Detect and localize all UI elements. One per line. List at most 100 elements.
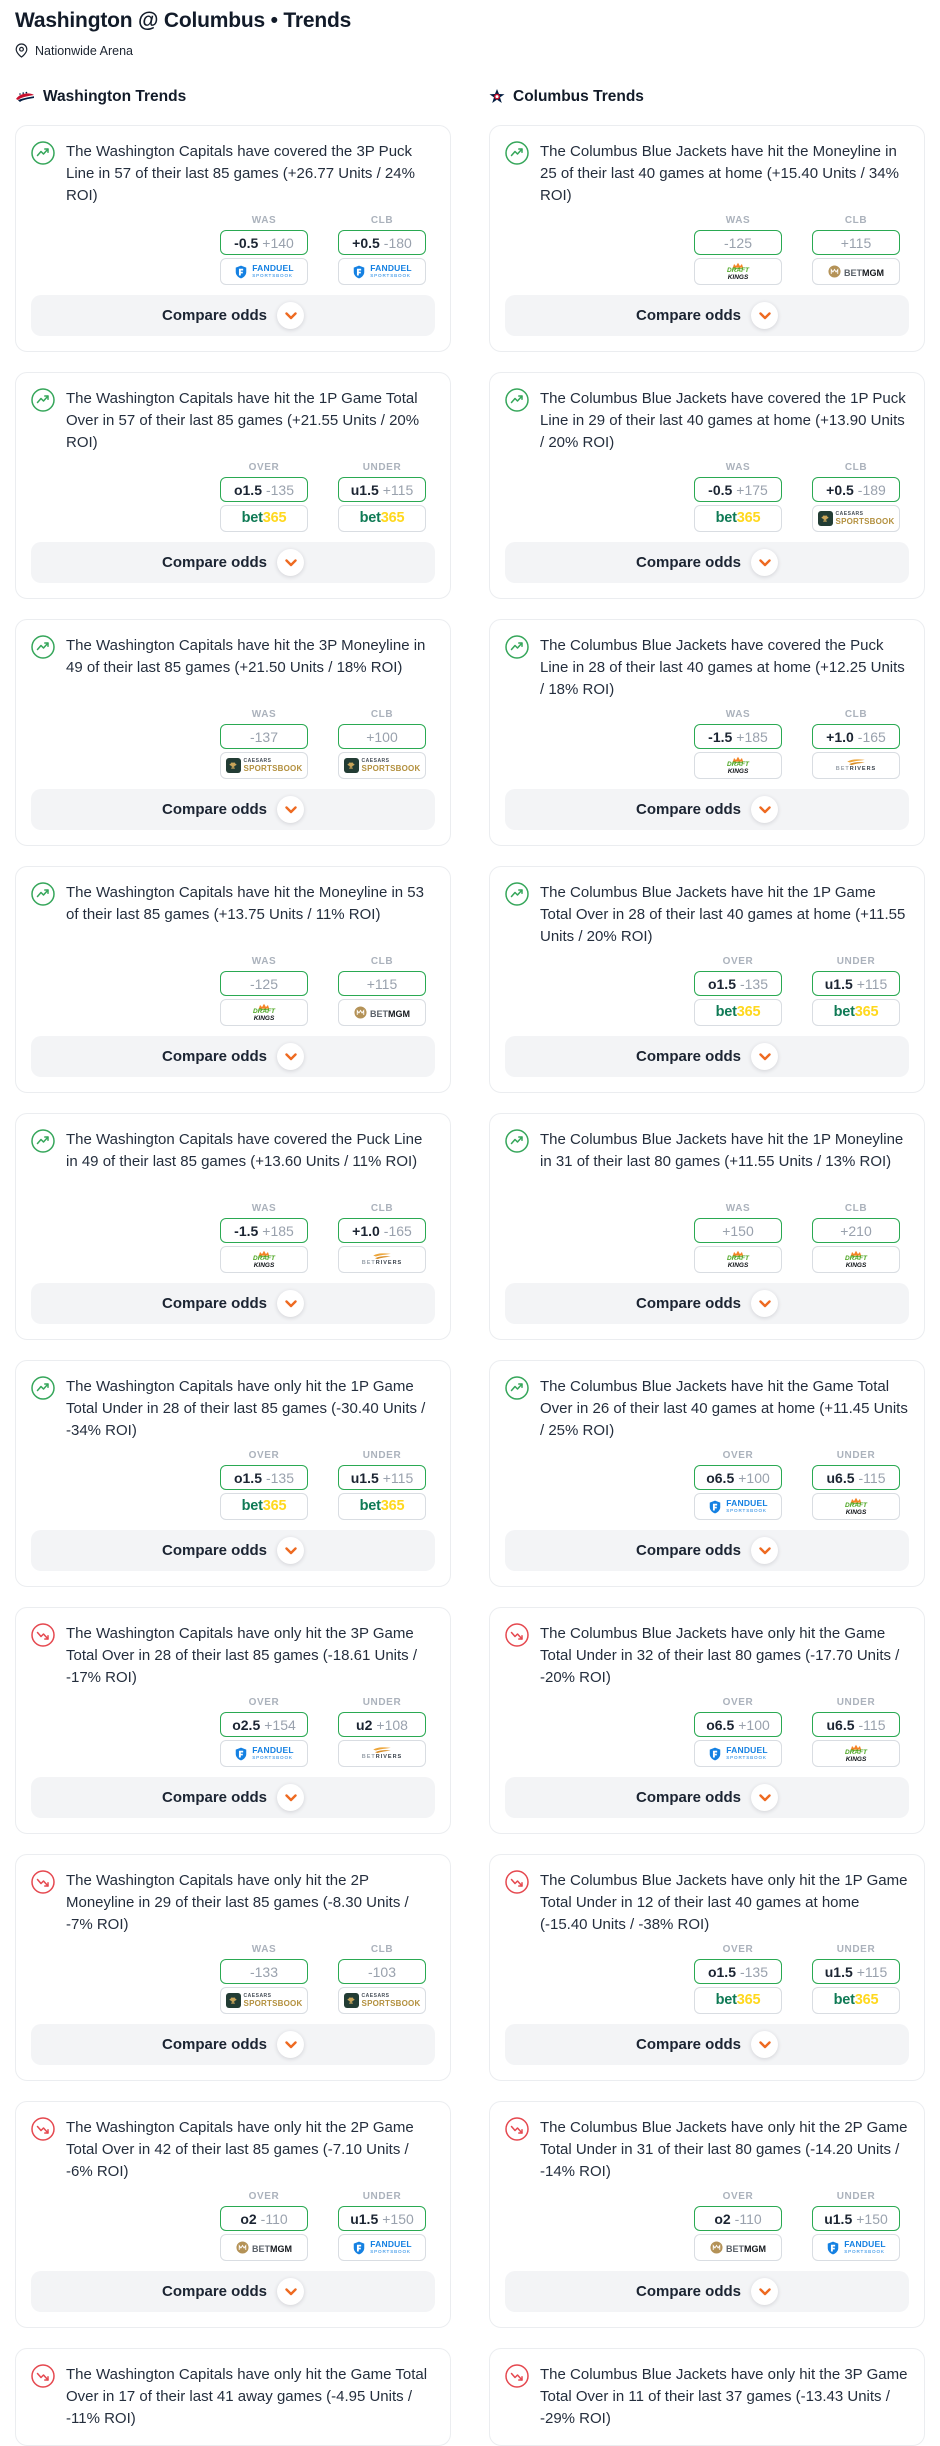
sportsbook-box-bet365[interactable]: bet 365 (812, 1987, 900, 2014)
trend-card: The Columbus Blue Jackets have hit the M… (489, 125, 925, 352)
odds-value-box[interactable]: +1.0 -165 (812, 724, 900, 749)
odds-value-box[interactable]: o2 -110 (220, 2206, 308, 2231)
sportsbook-box-draftkings[interactable]: DRAFT KINGS (220, 999, 308, 1026)
odds-value-box[interactable]: o2 -110 (694, 2206, 782, 2231)
odds-value-box[interactable]: -137 (220, 724, 308, 749)
fanduel-logo: FANDUEL SPORTSBOOK (352, 264, 412, 279)
odds-value-box[interactable]: +100 (338, 724, 426, 749)
odds-value-box[interactable]: -0.5 +140 (220, 230, 308, 255)
sportsbook-box-caesars[interactable]: CAESARS SPORTSBOOK (220, 1987, 308, 2014)
compare-odds-button[interactable]: Compare odds (31, 789, 435, 830)
odds-row: WAS -0.5 +140 FANDUEL SPORTSBOOK CLB +0.5… (31, 215, 435, 285)
sportsbook-box-bet365[interactable]: bet 365 (338, 505, 426, 532)
odds-value-box[interactable]: +0.5 -180 (338, 230, 426, 255)
odds-value-box[interactable]: -0.5 +175 (694, 477, 782, 502)
compare-odds-button[interactable]: Compare odds (505, 1036, 909, 1077)
sportsbook-box-draftkings[interactable]: DRAFT KINGS (812, 1246, 900, 1273)
odds-value-box[interactable]: o1.5 -135 (220, 1465, 308, 1490)
odds-value-box[interactable]: -125 (694, 230, 782, 255)
sportsbook-box-betmgm[interactable]: BETMGM (812, 258, 900, 285)
odds-value-box[interactable]: u2 +108 (338, 1712, 426, 1737)
sportsbook-box-betmgm[interactable]: BETMGM (694, 2234, 782, 2261)
odds-value-box[interactable]: +210 (812, 1218, 900, 1243)
compare-odds-label: Compare odds (635, 554, 741, 571)
compare-odds-button[interactable]: Compare odds (505, 2024, 909, 2065)
sportsbook-box-draftkings[interactable]: DRAFT KINGS (694, 258, 782, 285)
sportsbook-box-betmgm[interactable]: BETMGM (220, 2234, 308, 2261)
sportsbook-box-bet365[interactable]: bet 365 (812, 999, 900, 1026)
odds-value-box[interactable]: u1.5 +115 (338, 477, 426, 502)
sportsbook-box-bet365[interactable]: bet 365 (694, 999, 782, 1026)
odds-value-box[interactable]: u1.5 +150 (338, 2206, 426, 2231)
odds-value-box[interactable]: +115 (338, 971, 426, 996)
compare-odds-button[interactable]: Compare odds (505, 1777, 909, 1818)
sportsbook-box-bet365[interactable]: bet 365 (694, 1987, 782, 2014)
sportsbook-box-fanduel[interactable]: FANDUEL SPORTSBOOK (694, 1493, 782, 1520)
sportsbook-box-caesars[interactable]: CAESARS SPORTSBOOK (812, 505, 900, 532)
compare-odds-button[interactable]: Compare odds (31, 2271, 435, 2312)
sportsbook-box-caesars[interactable]: CAESARS SPORTSBOOK (220, 752, 308, 779)
odds-column: WAS -1.5 +185 DRAFT KINGS (694, 709, 782, 779)
sportsbook-box-betrivers[interactable]: BETRIVERS (338, 1246, 426, 1273)
odds-value-box[interactable]: -103 (338, 1959, 426, 1984)
compare-odds-button[interactable]: Compare odds (31, 542, 435, 583)
sportsbook-box-draftkings[interactable]: DRAFT KINGS (812, 1740, 900, 1767)
odds-value-box[interactable]: +1.0 -165 (338, 1218, 426, 1243)
odds-value-box[interactable]: u6.5 -115 (812, 1712, 900, 1737)
compare-odds-button[interactable]: Compare odds (505, 542, 909, 583)
compare-odds-button[interactable]: Compare odds (505, 1283, 909, 1324)
odds-value-box[interactable]: o1.5 -135 (220, 477, 308, 502)
compare-odds-button[interactable]: Compare odds (505, 295, 909, 336)
sportsbook-box-fanduel[interactable]: FANDUEL SPORTSBOOK (338, 2234, 426, 2261)
sportsbook-box-caesars[interactable]: CAESARS SPORTSBOOK (338, 1987, 426, 2014)
odds-column: WAS -0.5 +140 FANDUEL SPORTSBOOK (220, 215, 308, 285)
odds-value-box[interactable]: +115 (812, 230, 900, 255)
odds-value-box[interactable]: +0.5 -189 (812, 477, 900, 502)
odds-value-box[interactable]: -1.5 +185 (694, 724, 782, 749)
compare-odds-button[interactable]: Compare odds (31, 1036, 435, 1077)
sportsbook-box-fanduel[interactable]: FANDUEL SPORTSBOOK (338, 258, 426, 285)
odds-value-box[interactable]: u6.5 -115 (812, 1465, 900, 1490)
odds-value-box[interactable]: o1.5 -135 (694, 971, 782, 996)
compare-odds-button[interactable]: Compare odds (505, 789, 909, 830)
sportsbook-box-fanduel[interactable]: FANDUEL SPORTSBOOK (694, 1740, 782, 1767)
odds-value-box[interactable]: -133 (220, 1959, 308, 1984)
sportsbook-box-fanduel[interactable]: FANDUEL SPORTSBOOK (220, 1740, 308, 1767)
odds-value-box[interactable]: o1.5 -135 (694, 1959, 782, 1984)
odds-value-box[interactable]: -125 (220, 971, 308, 996)
sportsbook-box-bet365[interactable]: bet 365 (220, 1493, 308, 1520)
odds-value-box[interactable]: o2.5 +154 (220, 1712, 308, 1737)
odds-value-box[interactable]: u1.5 +115 (812, 1959, 900, 1984)
compare-odds-button[interactable]: Compare odds (505, 2271, 909, 2312)
compare-odds-label: Compare odds (161, 2036, 267, 2053)
compare-odds-button[interactable]: Compare odds (31, 1530, 435, 1571)
sportsbook-box-fanduel[interactable]: FANDUEL SPORTSBOOK (220, 258, 308, 285)
odds-value-box[interactable]: u1.5 +115 (338, 1465, 426, 1490)
compare-odds-button[interactable]: Compare odds (31, 1283, 435, 1324)
sportsbook-box-betmgm[interactable]: BETMGM (338, 999, 426, 1026)
sportsbook-box-bet365[interactable]: bet 365 (220, 505, 308, 532)
odds-value-box[interactable]: o6.5 +100 (694, 1465, 782, 1490)
sportsbook-box-draftkings[interactable]: DRAFT KINGS (694, 1246, 782, 1273)
sportsbook-box-fanduel[interactable]: FANDUEL SPORTSBOOK (812, 2234, 900, 2261)
odds-value-box[interactable]: u1.5 +115 (812, 971, 900, 996)
odds-value-box[interactable]: u1.5 +150 (812, 2206, 900, 2231)
chevron-down-icon (277, 302, 304, 329)
trends-column-washington: Washington Trends The Washington Capital… (15, 88, 451, 2446)
compare-odds-button[interactable]: Compare odds (31, 295, 435, 336)
odds-value-box[interactable]: o6.5 +100 (694, 1712, 782, 1737)
compare-odds-button[interactable]: Compare odds (31, 1777, 435, 1818)
sportsbook-box-caesars[interactable]: CAESARS SPORTSBOOK (338, 752, 426, 779)
sportsbook-box-draftkings[interactable]: DRAFT KINGS (812, 1493, 900, 1520)
sportsbook-box-draftkings[interactable]: DRAFT KINGS (220, 1246, 308, 1273)
caesars-logo: CAESARS SPORTSBOOK (343, 758, 421, 773)
compare-odds-button[interactable]: Compare odds (505, 1530, 909, 1571)
compare-odds-button[interactable]: Compare odds (31, 2024, 435, 2065)
sportsbook-box-betrivers[interactable]: BETRIVERS (338, 1740, 426, 1767)
sportsbook-box-bet365[interactable]: bet 365 (338, 1493, 426, 1520)
sportsbook-box-draftkings[interactable]: DRAFT KINGS (694, 752, 782, 779)
sportsbook-box-betrivers[interactable]: BETRIVERS (812, 752, 900, 779)
sportsbook-box-bet365[interactable]: bet 365 (694, 505, 782, 532)
odds-value-box[interactable]: +150 (694, 1218, 782, 1243)
odds-value-box[interactable]: -1.5 +185 (220, 1218, 308, 1243)
